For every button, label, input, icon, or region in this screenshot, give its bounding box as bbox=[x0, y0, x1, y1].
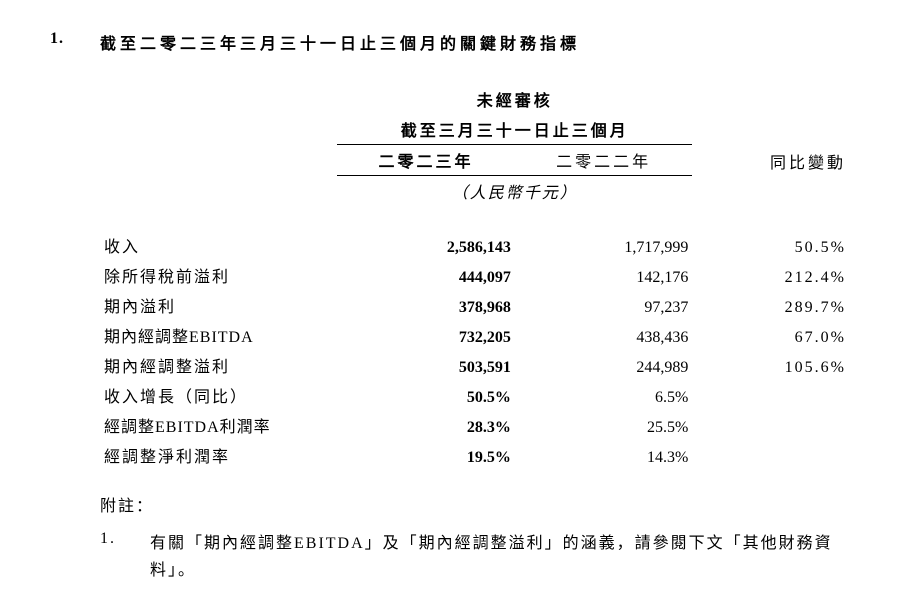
row-change bbox=[692, 410, 850, 440]
financial-table: 未經審核 截至三月三十一日止三個月 二零二三年 二零二二年 同比變動 （人民幣千… bbox=[100, 84, 850, 470]
section-header: 1. 截至二零二三年三月三十一日止三個月的關鍵財務指標 bbox=[50, 30, 850, 54]
row-label: 期內溢利 bbox=[100, 290, 337, 320]
header-row-top: 未經審核 bbox=[100, 84, 850, 114]
row-value-prior: 97,237 bbox=[515, 290, 693, 320]
row-value-current: 444,097 bbox=[337, 260, 515, 290]
table-row: 收入增長（同比） 50.5% 6.5% bbox=[100, 380, 850, 410]
table-row: 除所得稅前溢利 444,097 142,176 212.4% bbox=[100, 260, 850, 290]
row-value-prior: 25.5% bbox=[515, 410, 693, 440]
table-row: 期內溢利 378,968 97,237 289.7% bbox=[100, 290, 850, 320]
row-change: 212.4% bbox=[692, 260, 850, 290]
header-row-years: 二零二三年 二零二二年 同比變動 bbox=[100, 145, 850, 176]
row-value-current: 28.3% bbox=[337, 410, 515, 440]
section-title: 截至二零二三年三月三十一日止三個月的關鍵財務指標 bbox=[100, 30, 580, 54]
row-label: 收入增長（同比） bbox=[100, 380, 337, 410]
row-change bbox=[692, 380, 850, 410]
row-label: 除所得稅前溢利 bbox=[100, 260, 337, 290]
notes-label: 附註： bbox=[100, 492, 850, 516]
row-value-current: 503,591 bbox=[337, 350, 515, 380]
row-label: 經調整淨利潤率 bbox=[100, 440, 337, 470]
header-unit: （人民幣千元） bbox=[337, 176, 692, 207]
header-year-current: 二零二三年 bbox=[337, 145, 515, 176]
row-change: 105.6% bbox=[692, 350, 850, 380]
notes-block: 附註： 1. 有關「期內經調整EBITDA」及「期內經調整溢利」的涵義，請參閱下… bbox=[100, 492, 850, 584]
header-row-unit: （人民幣千元） bbox=[100, 176, 850, 207]
note-number: 1. bbox=[100, 530, 150, 584]
table-row: 收入 2,586,143 1,717,999 50.5% bbox=[100, 230, 850, 260]
row-label: 期內經調整EBITDA bbox=[100, 320, 337, 350]
row-label: 收入 bbox=[100, 230, 337, 260]
note-item: 1. 有關「期內經調整EBITDA」及「期內經調整溢利」的涵義，請參閱下文「其他… bbox=[100, 530, 850, 584]
row-value-prior: 6.5% bbox=[515, 380, 693, 410]
header-year-prior: 二零二二年 bbox=[515, 145, 693, 176]
row-value-prior: 438,436 bbox=[515, 320, 693, 350]
row-value-current: 50.5% bbox=[337, 380, 515, 410]
row-value-prior: 142,176 bbox=[515, 260, 693, 290]
table-row: 期內經調整EBITDA 732,205 438,436 67.0% bbox=[100, 320, 850, 350]
row-value-prior: 1,717,999 bbox=[515, 230, 693, 260]
row-value-current: 378,968 bbox=[337, 290, 515, 320]
header-change: 同比變動 bbox=[692, 145, 850, 176]
row-value-current: 19.5% bbox=[337, 440, 515, 470]
row-value-current: 732,205 bbox=[337, 320, 515, 350]
row-change: 289.7% bbox=[692, 290, 850, 320]
spacer-row bbox=[100, 206, 850, 230]
section-number: 1. bbox=[50, 30, 100, 54]
row-label: 期內經調整溢利 bbox=[100, 350, 337, 380]
row-change: 50.5% bbox=[692, 230, 850, 260]
row-change bbox=[692, 440, 850, 470]
table-row: 經調整EBITDA利潤率 28.3% 25.5% bbox=[100, 410, 850, 440]
row-change: 67.0% bbox=[692, 320, 850, 350]
financial-table-wrap: 未經審核 截至三月三十一日止三個月 二零二三年 二零二二年 同比變動 （人民幣千… bbox=[100, 84, 850, 470]
table-row: 期內經調整溢利 503,591 244,989 105.6% bbox=[100, 350, 850, 380]
row-value-prior: 14.3% bbox=[515, 440, 693, 470]
row-value-current: 2,586,143 bbox=[337, 230, 515, 260]
row-label: 經調整EBITDA利潤率 bbox=[100, 410, 337, 440]
note-text: 有關「期內經調整EBITDA」及「期內經調整溢利」的涵義，請參閱下文「其他財務資… bbox=[150, 530, 850, 584]
header-unaudited: 未經審核 bbox=[337, 84, 692, 114]
table-row: 經調整淨利潤率 19.5% 14.3% bbox=[100, 440, 850, 470]
row-value-prior: 244,989 bbox=[515, 350, 693, 380]
header-row-period: 截至三月三十一日止三個月 bbox=[100, 114, 850, 145]
header-period: 截至三月三十一日止三個月 bbox=[337, 114, 692, 145]
